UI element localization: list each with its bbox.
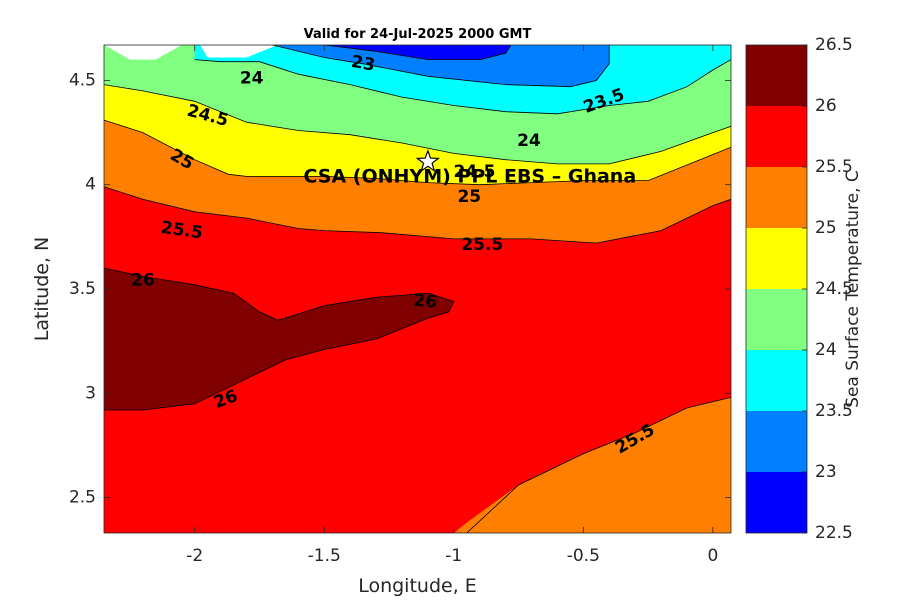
y-tick-label: 4 <box>85 175 96 195</box>
colorbar-tick-label: 23.5 <box>815 401 853 421</box>
x-tick-label: -0.5 <box>567 546 600 566</box>
x-tick-label: -1 <box>445 546 462 566</box>
contour-line-24 <box>194 59 731 115</box>
y-tick-label: 2.5 <box>69 488 96 508</box>
contour-label: 25.5 <box>461 235 503 255</box>
y-axis: 2.5 3 3.5 4 4.5 <box>69 70 731 508</box>
colorbar-swatch <box>746 228 807 289</box>
site-star-icon <box>415 149 440 173</box>
blank-region <box>199 45 278 58</box>
contour-label: 26 <box>131 271 155 291</box>
region-22-5 <box>324 45 511 60</box>
y-axis-title: Latitude, N <box>31 237 53 342</box>
contour-label: 26 <box>413 291 438 313</box>
contour-line-23-5 <box>272 45 610 88</box>
contour-label: 24 <box>240 68 264 88</box>
colorbar-swatch <box>746 45 807 106</box>
contour-label: 24.5 <box>454 162 496 182</box>
contour-label: 24 <box>517 131 541 151</box>
x-tick-label: -1.5 <box>308 546 341 566</box>
x-tick-label: 0 <box>707 546 718 566</box>
contour-line-26 <box>104 267 455 411</box>
site-marker-group: CSA (ONHYM) PPL EBS – Ghana <box>304 149 637 187</box>
colorbar: 22.5 23 23.5 24 24.5 25 25.5 26 26.5 <box>745 35 853 543</box>
x-tick-label: -2 <box>186 546 203 566</box>
filled-contours <box>104 45 731 533</box>
colorbar-tick-label: 24.5 <box>815 279 853 299</box>
colorbar-tick-label: 22.5 <box>815 523 853 543</box>
colorbar-tick-label: 24 <box>815 340 837 360</box>
blank-region <box>104 45 182 60</box>
region-26 <box>104 268 454 410</box>
colorbar-swatch <box>746 106 807 167</box>
contour-lines <box>104 45 731 533</box>
colorbar-tick-label: 25 <box>815 218 837 238</box>
contour-label: 23 <box>350 52 377 76</box>
colorbar-swatch <box>746 411 807 472</box>
contour-line-25-5 <box>466 397 731 533</box>
colorbar-swatch <box>746 289 807 350</box>
chart-title: Valid for 24-Jul-2025 2000 GMT <box>304 27 532 42</box>
colorbar-swatch <box>746 350 807 411</box>
y-tick-label: 4.5 <box>69 70 96 90</box>
colorbar-title: Sea Surface Temperature, C <box>843 170 863 408</box>
x-axis-title: Longitude, E <box>358 575 477 597</box>
contour-line-25-5 <box>104 186 731 244</box>
contour-line-25 <box>104 119 731 186</box>
colorbar-tick-label: 25.5 <box>815 157 853 177</box>
contour-line-23 <box>324 45 512 60</box>
region-23 <box>272 45 610 87</box>
x-axis: -2 -1.5 -1 -0.5 0 <box>186 45 718 566</box>
contour-line-24-5 <box>104 84 731 165</box>
colorbar-tick-label: 26 <box>815 96 837 116</box>
colorbar-tick-label: 26.5 <box>815 35 853 55</box>
y-tick-label: 3 <box>85 383 96 403</box>
region-25 <box>453 397 731 533</box>
colorbar-swatch <box>746 472 807 533</box>
colorbar-tick-label: 23 <box>815 462 837 482</box>
site-label: CSA (ONHYM) PPL EBS – Ghana <box>304 165 637 187</box>
y-tick-label: 3.5 <box>69 279 96 299</box>
contour-label: 25 <box>457 187 481 207</box>
colorbar-swatch <box>746 167 807 228</box>
